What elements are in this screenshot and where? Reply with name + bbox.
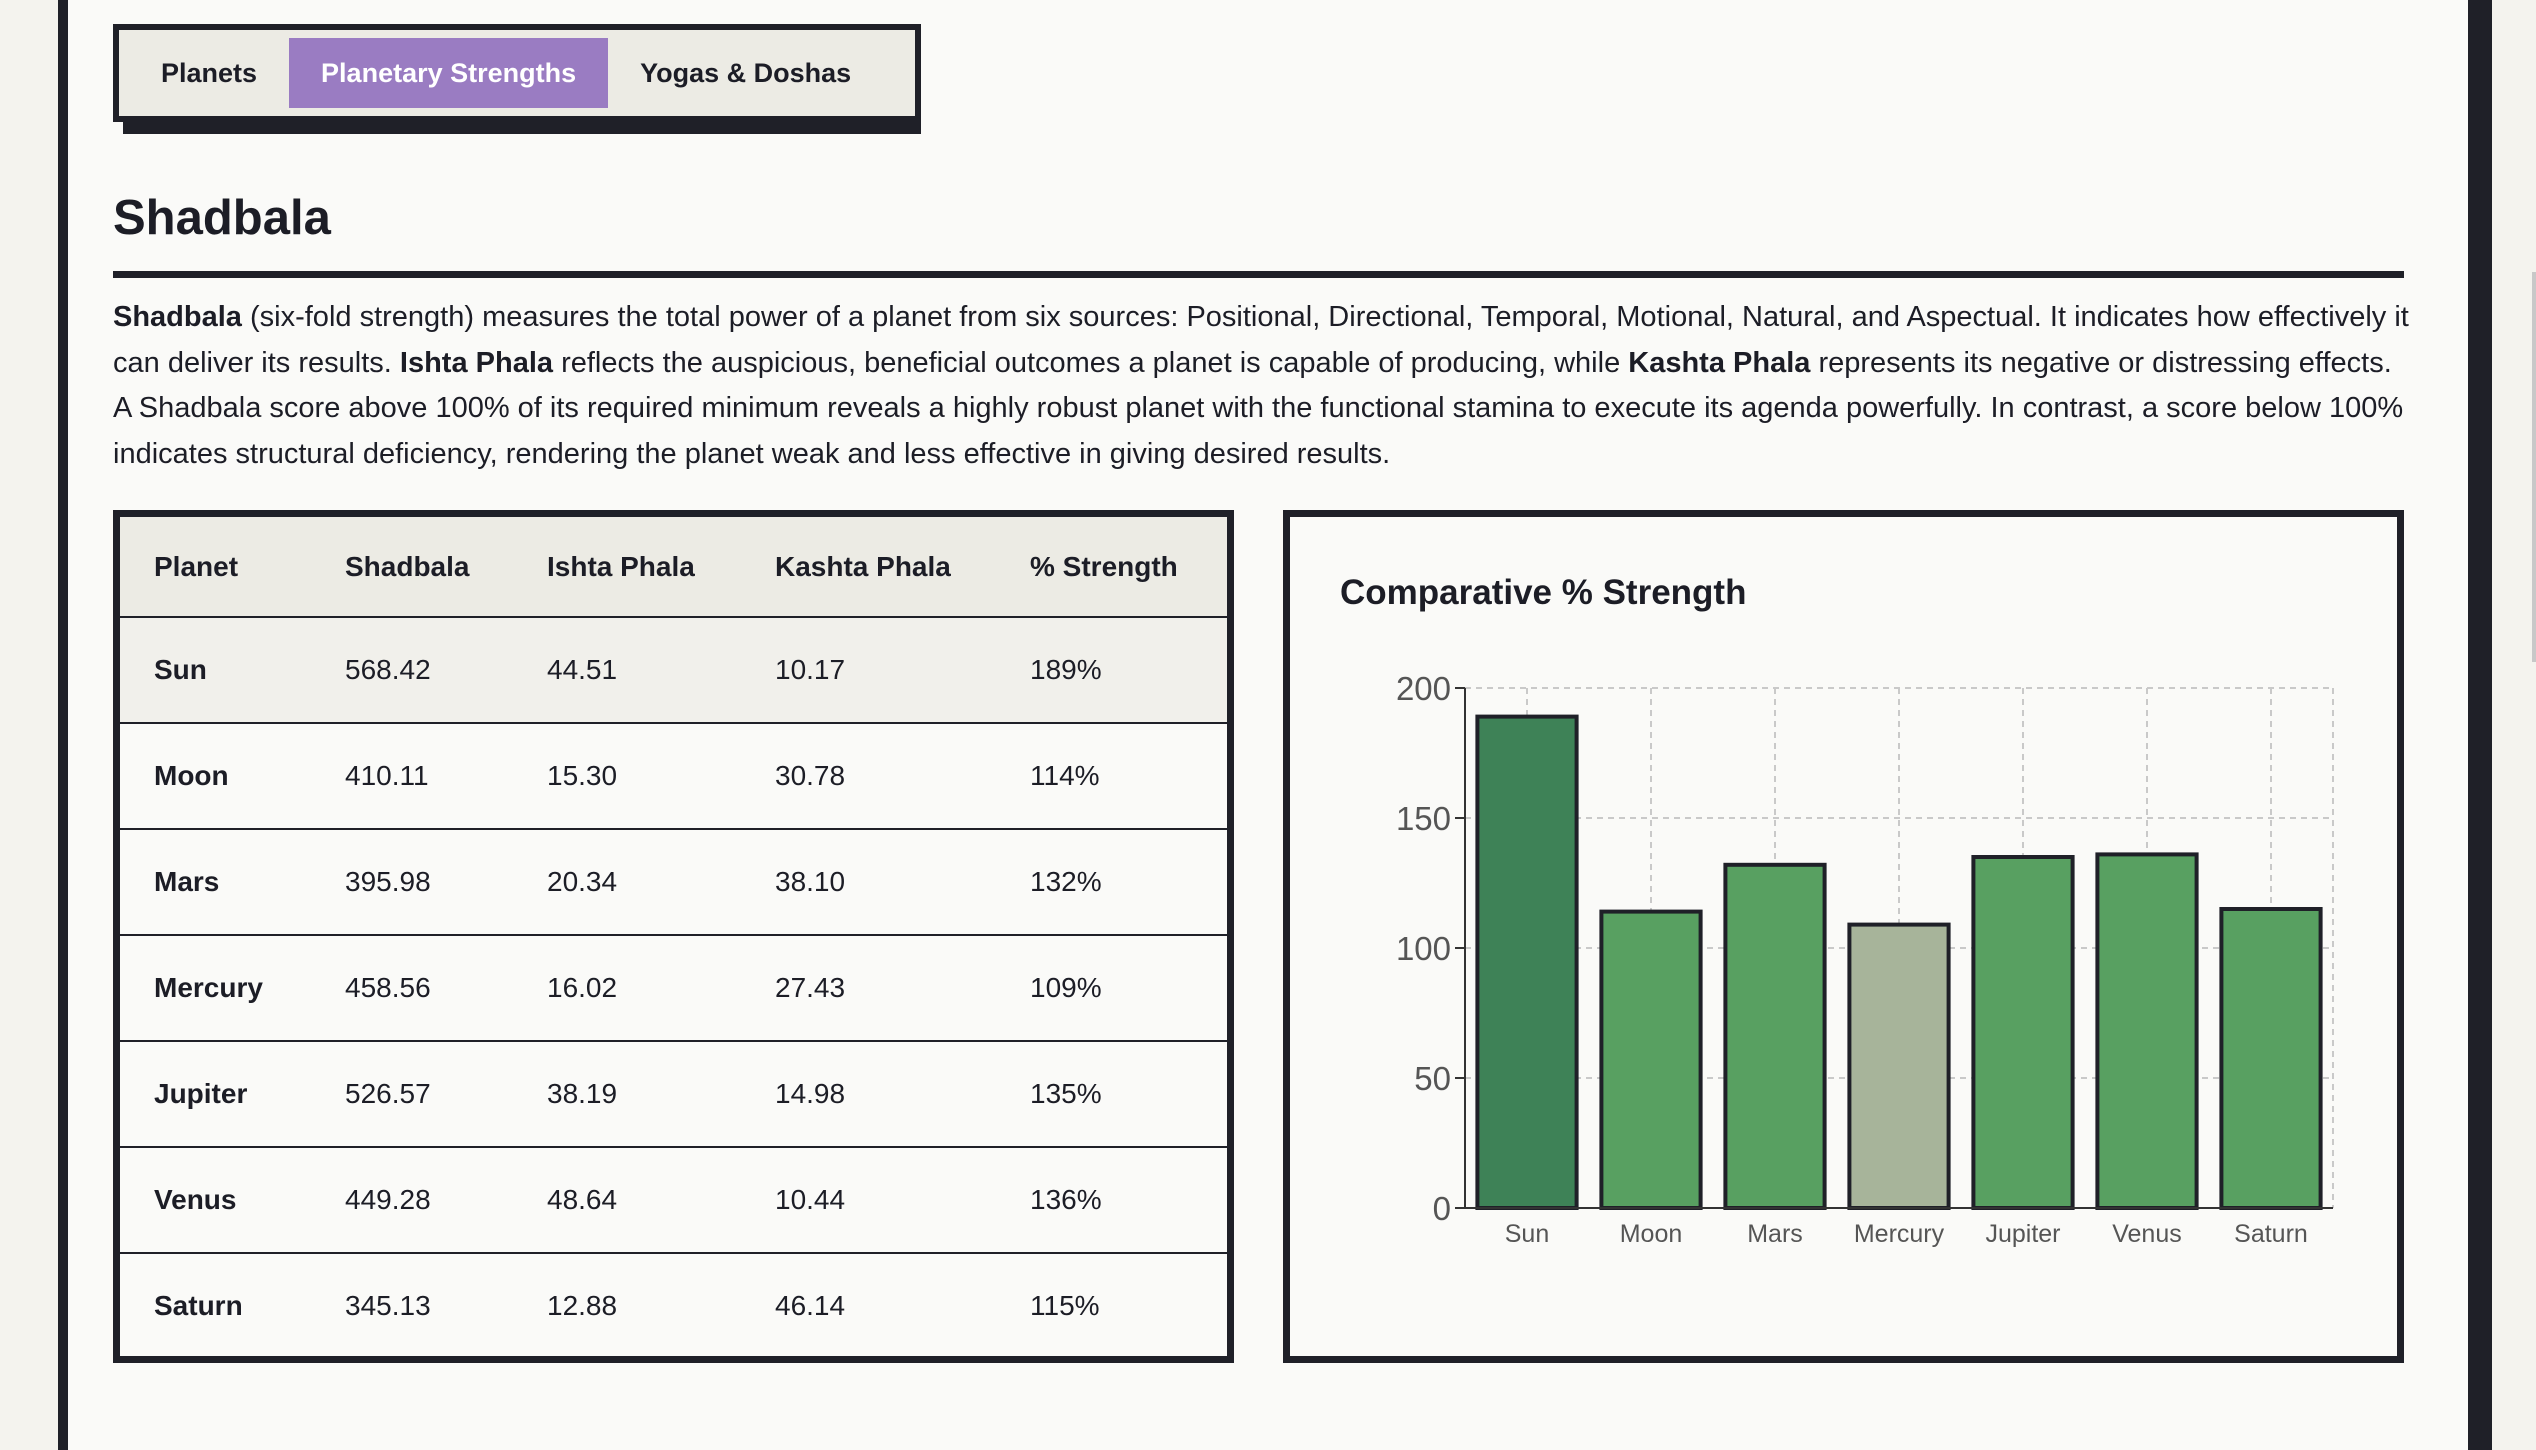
cell-strength: 135% (996, 1041, 1227, 1148)
cell-shadbala: 458.56 (311, 935, 513, 1042)
cell-strength: 189% (996, 617, 1227, 724)
tab-yogas-doshas[interactable]: Yogas & Doshas (640, 57, 852, 88)
x-tick-label: Venus (2112, 1220, 2182, 1248)
table-row[interactable]: Moon 410.11 15.30 30.78 114% (120, 723, 1227, 830)
x-tick-label: Saturn (2234, 1220, 2308, 1248)
x-tick-label: Moon (1620, 1220, 1683, 1248)
scrollbar-thumb[interactable] (2532, 272, 2536, 662)
cell-planet: Jupiter (120, 1041, 311, 1148)
x-tick-label: Mercury (1854, 1220, 1945, 1248)
cell-kashta: 10.44 (741, 1147, 996, 1254)
cell-ishta: 20.34 (513, 829, 741, 936)
x-tick-label: Jupiter (1985, 1220, 2060, 1248)
bar-moon (1599, 909, 1703, 1210)
section-title: Shadbala (113, 191, 331, 245)
term-shadbala: Shadbala (113, 301, 242, 333)
table-row[interactable]: Venus 449.28 48.64 10.44 136% (120, 1147, 1227, 1254)
cell-kashta: 38.10 (741, 829, 996, 936)
cell-shadbala: 568.42 (311, 617, 513, 724)
table-header-row: Planet Shadbala Ishta Phala Kashta Phala… (120, 517, 1227, 618)
cell-ishta: 15.30 (513, 723, 741, 830)
cell-planet: Mars (120, 829, 311, 936)
bar-saturn (2219, 907, 2323, 1210)
tab-planets[interactable]: Planets (161, 57, 258, 88)
cell-shadbala: 449.28 (311, 1147, 513, 1254)
cell-ishta: 16.02 (513, 935, 741, 1042)
header-strength: % Strength (996, 517, 1227, 618)
title-divider (113, 271, 2404, 278)
section-description: Shadbala (six-fold strength) measures th… (113, 295, 2413, 477)
cell-kashta: 27.43 (741, 935, 996, 1042)
table-row[interactable]: Mars 395.98 20.34 38.10 132% (120, 829, 1227, 936)
cell-ishta: 38.19 (513, 1041, 741, 1148)
header-shadbala: Shadbala (311, 517, 513, 618)
cell-planet: Saturn (154, 1290, 243, 1321)
cell-planet: Moon (120, 723, 311, 830)
header-planet: Planet (120, 517, 311, 618)
table-row[interactable]: Saturn 345.13 12.88 46.14 115% (120, 1253, 1227, 1356)
tab-bar: Planets Planetary Strengths Yogas & Dosh… (113, 24, 921, 134)
description-text-2: reflects the auspicious, beneficial outc… (553, 346, 1629, 379)
shadbala-table: Planet Shadbala Ishta Phala Kashta Phala… (120, 517, 1227, 1356)
cell-shadbala: 410.11 (311, 723, 513, 830)
cell-strength: 136% (996, 1147, 1227, 1254)
header-kashta-phala: Kashta Phala (741, 517, 996, 618)
bar-mercury (1847, 922, 1951, 1210)
term-ishta-phala: Ishta Phala (399, 346, 554, 379)
y-tick-label: 150 (1396, 800, 1451, 837)
y-tick-label: 50 (1414, 1060, 1451, 1097)
cell-shadbala: 345.13 (345, 1290, 431, 1321)
chart-title: Comparative % Strength (1340, 573, 1747, 612)
cell-kashta: 46.14 (775, 1290, 846, 1321)
bar-sun (1475, 714, 1579, 1210)
header-ishta-phala: Ishta Phala (513, 517, 741, 618)
cell-kashta: 10.17 (741, 617, 996, 724)
cell-strength: 115% (1030, 1290, 1100, 1321)
bar-mars (1723, 862, 1827, 1210)
cell-planet: Venus (120, 1147, 311, 1254)
table-row[interactable]: Mercury 458.56 16.02 27.43 109% (120, 935, 1227, 1042)
y-tick-label: 100 (1396, 930, 1451, 967)
cell-shadbala: 395.98 (311, 829, 513, 936)
cell-ishta: 48.64 (513, 1147, 741, 1254)
table-row[interactable]: Jupiter 526.57 38.19 14.98 135% (120, 1041, 1227, 1148)
bar-venus (2095, 852, 2199, 1210)
y-tick-label: 0 (1433, 1190, 1451, 1227)
tab-planetary-strengths[interactable]: Planetary Strengths (289, 38, 609, 108)
shadbala-table-card: Planet Shadbala Ishta Phala Kashta Phala… (113, 510, 1234, 1363)
cell-shadbala: 526.57 (311, 1041, 513, 1148)
x-tick-label: Mars (1747, 1220, 1803, 1248)
bar-jupiter (1971, 855, 2075, 1210)
cell-strength: 132% (996, 829, 1227, 936)
y-tick-label: 200 (1396, 670, 1451, 707)
description-text-3: represents its negative or distressing e… (113, 346, 2404, 470)
tab-list: Planets Planetary Strengths Yogas & Dosh… (113, 24, 921, 122)
cell-ishta: 12.88 (547, 1290, 618, 1321)
x-tick-label: Sun (1505, 1220, 1549, 1248)
strength-chart-card: Comparative % Strength Sun Moon Mars Mercur… (1283, 510, 2404, 1363)
term-kashta-phala: Kashta Phala (1628, 346, 1811, 379)
table-row[interactable]: Sun 568.42 44.51 10.17 189% (120, 617, 1227, 724)
cell-kashta: 14.98 (741, 1041, 996, 1148)
cell-planet: Sun (120, 617, 311, 724)
cell-kashta: 30.78 (741, 723, 996, 830)
cell-strength: 114% (996, 723, 1227, 830)
strength-bar-chart: Sun Moon Mars Mercury Jupiter Venus Saturn 0 50 1… (1396, 670, 2334, 1248)
cell-strength: 109% (996, 935, 1227, 1042)
cell-ishta: 44.51 (513, 617, 741, 724)
cell-planet: Mercury (120, 935, 311, 1042)
description-text-1: (six-fold strength) measures the total p… (113, 301, 2409, 379)
